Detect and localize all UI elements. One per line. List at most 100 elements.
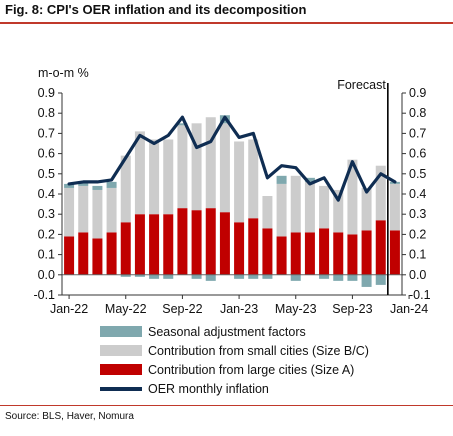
legend-label-oer-line: OER monthly inflation — [148, 381, 269, 396]
y-tick-label-right: 0.8 — [409, 106, 426, 120]
bar-seasonal — [64, 183, 75, 188]
bar-seasonal — [120, 274, 131, 277]
bar-large-cities — [120, 222, 131, 275]
bar-seasonal — [163, 274, 174, 279]
y-axis-title: m-o-m % — [38, 66, 89, 80]
x-tick-label: Sep-23 — [332, 302, 372, 316]
bar-seasonal — [290, 274, 301, 281]
chart: 0.9 0.8 0.7 0.6 0.5 0.4 0.3 0.2 0.1 0.0 -0.1 0.9 0.8… — [33, 66, 431, 316]
bar-small-cities — [149, 139, 160, 215]
x-tick-label: Jan-23 — [220, 302, 258, 316]
bar-small-cities — [333, 189, 344, 233]
bar-small-cities — [120, 155, 131, 223]
figure-title: Fig. 8: CPI's OER inflation and its deco… — [5, 2, 307, 17]
bar-large-cities — [375, 220, 386, 275]
bar-large-cities — [78, 232, 89, 275]
bar-seasonal — [375, 274, 386, 285]
y-tick-label-right: 0.7 — [409, 126, 426, 140]
bar-large-cities — [106, 232, 117, 275]
y-tick-label-left: 0.6 — [38, 147, 55, 161]
legend: Seasonal adjustment factors Contribution… — [100, 322, 369, 398]
bar-large-cities — [92, 238, 103, 275]
y-tick-label-right: -0.1 — [409, 288, 431, 302]
y-tick-label-right: 0.6 — [409, 147, 426, 161]
bar-seasonal — [304, 177, 315, 182]
y-tick-label-right: 0.2 — [409, 227, 426, 241]
bar-large-cities — [361, 230, 372, 275]
legend-item-seasonal: Seasonal adjustment factors — [100, 322, 369, 341]
bar-large-cities — [163, 214, 174, 275]
bar-small-cities — [347, 159, 358, 235]
legend-label-small-cities: Contribution from small cities (Size B/C… — [148, 343, 369, 358]
bar-seasonal — [333, 274, 344, 281]
bar-large-cities — [389, 230, 400, 275]
oer-line — [67, 115, 397, 202]
bar-small-cities — [234, 141, 245, 223]
forecast-annotation: Forecast — [337, 78, 386, 92]
bar-large-cities — [347, 234, 358, 275]
bar-small-cities — [134, 131, 145, 215]
bar-small-cities — [248, 139, 259, 219]
bar-small-cities — [64, 187, 75, 237]
y-tick-label-left: 0.1 — [38, 248, 55, 262]
bar-small-cities — [177, 125, 188, 209]
bar-large-cities — [191, 210, 202, 275]
y-tick-label-right: 0.4 — [409, 187, 426, 201]
bar-small-cities — [106, 187, 117, 233]
y-tick-label-left: 0.0 — [38, 268, 55, 282]
bar-seasonal — [134, 274, 145, 277]
bar-large-cities — [149, 214, 160, 275]
y-tick-label-left: -0.1 — [33, 288, 55, 302]
bar-seasonal — [234, 274, 245, 279]
title-rule — [0, 22, 453, 24]
x-tick-label: Jan-22 — [50, 302, 88, 316]
y-tick-label-left: 0.3 — [38, 207, 55, 221]
legend-swatch-small-cities — [100, 345, 142, 356]
bar-large-cities — [248, 218, 259, 275]
y-tick-label-right: 0.1 — [409, 248, 426, 262]
source-note: Source: BLS, Haver, Nomura — [5, 411, 134, 422]
legend-swatch-seasonal — [100, 326, 142, 337]
bar-small-cities — [375, 165, 386, 221]
bar-large-cities — [319, 228, 330, 275]
source-rule — [0, 405, 453, 406]
legend-label-large-cities: Contribution from large cities (Size A) — [148, 362, 355, 377]
bar-small-cities — [290, 175, 301, 233]
y-tick-label-right: 0.0 — [409, 268, 426, 282]
legend-item-large-cities: Contribution from large cities (Size A) — [100, 360, 369, 379]
bar-large-cities — [290, 232, 301, 275]
bar-seasonal — [78, 181, 89, 186]
bar-small-cities — [163, 139, 174, 215]
bar-large-cities — [234, 222, 245, 275]
y-tick-label-left: 0.7 — [38, 126, 55, 140]
y-tick-label-right: 0.3 — [409, 207, 426, 221]
y-tick-label-left: 0.8 — [38, 106, 55, 120]
y-tick-label-right: 0.9 — [409, 86, 426, 100]
bar-small-cities — [219, 123, 230, 213]
bar-small-cities — [361, 187, 372, 231]
y-tick-label-left: 0.2 — [38, 227, 55, 241]
bar-seasonal — [262, 274, 273, 279]
legend-swatch-large-cities — [100, 364, 142, 375]
bar-seasonal — [319, 274, 330, 279]
bar-small-cities — [304, 181, 315, 233]
bar-small-cities — [92, 189, 103, 239]
bar-large-cities — [304, 232, 315, 275]
bar-small-cities — [78, 185, 89, 233]
bar-seasonal — [276, 175, 287, 184]
bar-seasonal — [248, 274, 259, 279]
legend-swatch-oer-line — [100, 386, 142, 391]
bar-seasonal — [177, 123, 188, 126]
bar-small-cities — [389, 183, 400, 231]
bar-small-cities — [205, 117, 216, 209]
legend-item-small-cities: Contribution from small cities (Size B/C… — [100, 341, 369, 360]
bar-small-cities — [276, 183, 287, 237]
y-tick-label-left: 0.5 — [38, 167, 55, 181]
bar-large-cities — [333, 232, 344, 275]
bar-small-cities — [191, 123, 202, 211]
bar-seasonal — [347, 274, 358, 281]
legend-item-oer-line: OER monthly inflation — [100, 379, 369, 398]
bar-small-cities — [319, 185, 330, 229]
bar-seasonal — [106, 181, 117, 188]
y-tick-label-left: 0.9 — [38, 86, 55, 100]
